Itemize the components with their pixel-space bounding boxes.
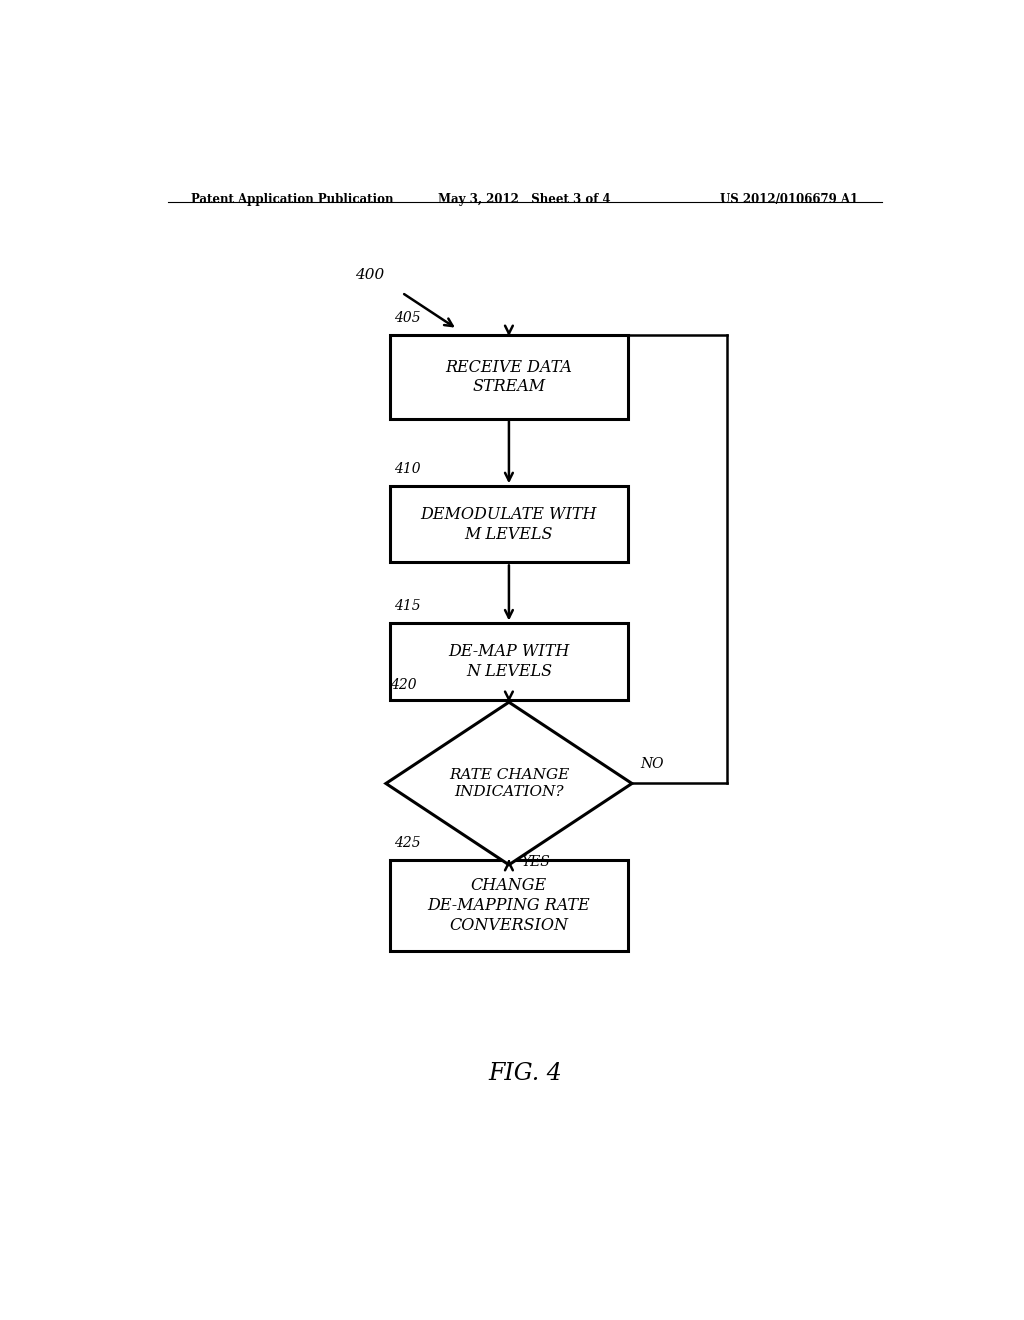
Text: 400: 400: [355, 268, 385, 282]
Text: DEMODULATE WITH
M LEVELS: DEMODULATE WITH M LEVELS: [421, 506, 597, 543]
Text: May 3, 2012   Sheet 3 of 4: May 3, 2012 Sheet 3 of 4: [438, 193, 611, 206]
Polygon shape: [386, 702, 632, 865]
Bar: [390, 623, 628, 700]
Text: 425: 425: [394, 836, 421, 850]
Text: RECEIVE DATA
STREAM: RECEIVE DATA STREAM: [445, 359, 572, 395]
Bar: [390, 335, 628, 418]
Text: 405: 405: [394, 312, 421, 325]
Text: NO: NO: [640, 758, 664, 771]
Text: YES: YES: [521, 855, 550, 870]
Text: US 2012/0106679 A1: US 2012/0106679 A1: [720, 193, 858, 206]
Text: 415: 415: [394, 599, 421, 614]
Bar: [390, 859, 628, 952]
Text: Patent Application Publication: Patent Application Publication: [191, 193, 394, 206]
Text: 420: 420: [390, 678, 417, 692]
Text: FIG. 4: FIG. 4: [487, 1061, 562, 1085]
Bar: [390, 486, 628, 562]
Text: 410: 410: [394, 462, 421, 477]
Text: RATE CHANGE
INDICATION?: RATE CHANGE INDICATION?: [449, 768, 569, 799]
Text: DE-MAP WITH
N LEVELS: DE-MAP WITH N LEVELS: [449, 643, 569, 680]
Text: CHANGE
DE-MAPPING RATE
CONVERSION: CHANGE DE-MAPPING RATE CONVERSION: [428, 878, 590, 933]
